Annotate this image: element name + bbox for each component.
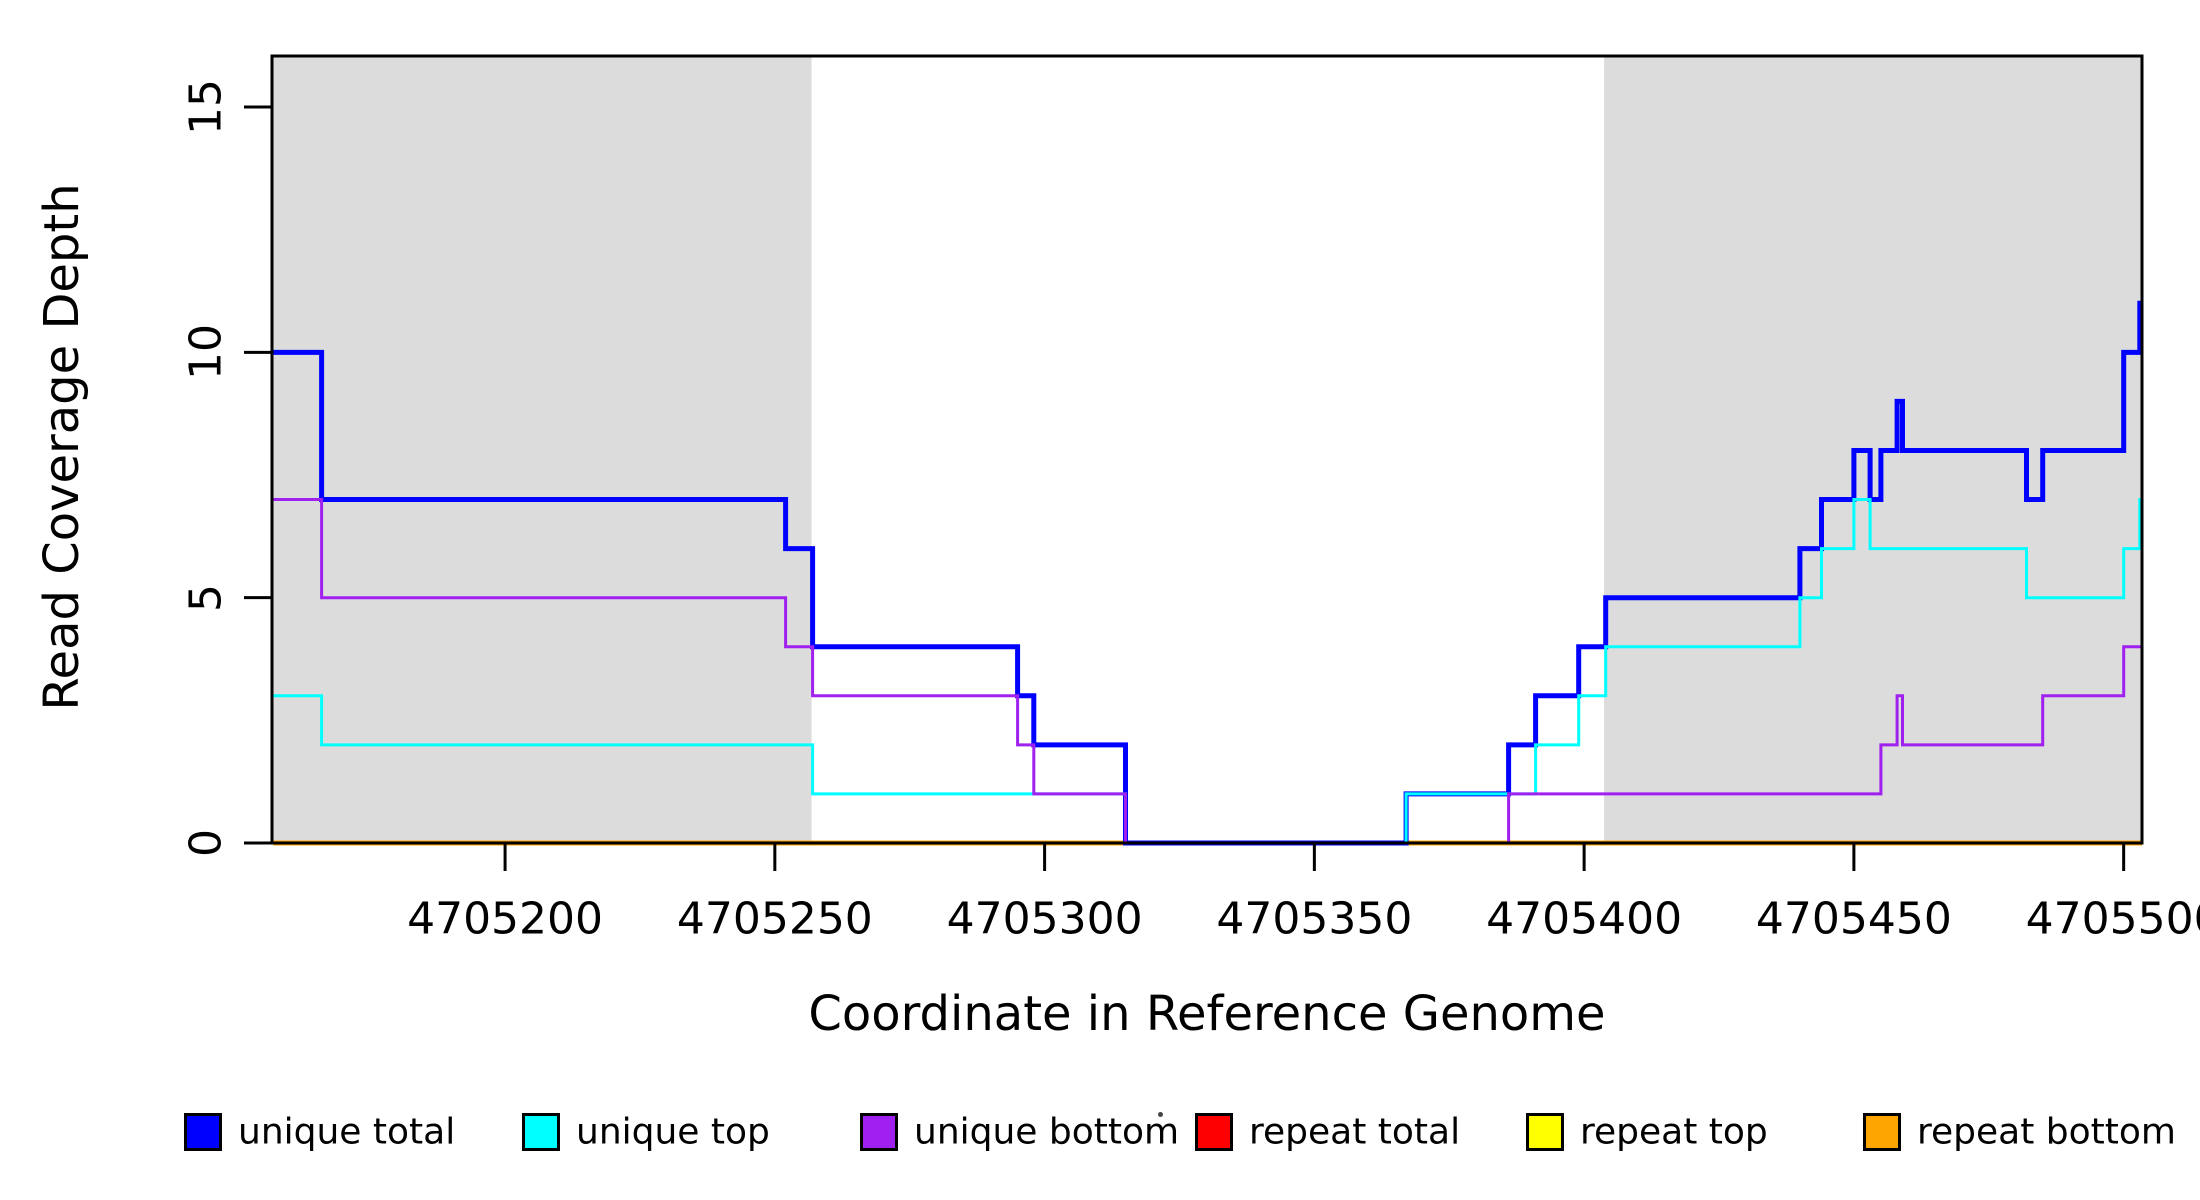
x-axis-title: Coordinate in Reference Genome	[808, 986, 1606, 1042]
repeat-region-band-0	[272, 56, 812, 843]
legend-label: unique total	[238, 1111, 456, 1153]
legend-label: unique bottom	[914, 1111, 1180, 1153]
legend-label: repeat bottom	[1917, 1111, 2176, 1153]
legend-label: repeat total	[1249, 1111, 1461, 1153]
legend-swatch-icon	[860, 1113, 898, 1151]
legend-swatch-icon	[184, 1113, 222, 1151]
x-tick-label-4705250: 4705250	[676, 893, 873, 945]
x-tick-label-4705350: 4705350	[1216, 893, 1413, 945]
legend-swatch-icon	[1863, 1113, 1901, 1151]
x-tick-label-4705400: 4705400	[1486, 893, 1683, 945]
y-tick-label-15: 15	[180, 79, 232, 136]
y-tick-label-10: 10	[180, 324, 232, 381]
series-line-unique-total	[273, 300, 2143, 846]
y-axis-title: Read Coverage Depth	[34, 183, 90, 711]
y-tick-label-0: 0	[180, 829, 232, 857]
x-tick-label-4705300: 4705300	[946, 893, 1143, 945]
x-tick-label-4705200: 4705200	[407, 893, 604, 945]
x-tick-label-4705450: 4705450	[1755, 893, 1952, 945]
legend-swatch-icon	[1195, 1113, 1233, 1151]
plot-border-box	[270, 54, 2144, 845]
legend-swatch-icon	[522, 1113, 560, 1151]
stray-dot-mark	[1158, 1112, 1163, 1117]
legend-label: unique top	[576, 1111, 770, 1153]
legend-swatch-icon	[1526, 1113, 1564, 1151]
y-tick-label-5: 5	[180, 583, 232, 612]
legend-label: repeat top	[1580, 1111, 1768, 1153]
